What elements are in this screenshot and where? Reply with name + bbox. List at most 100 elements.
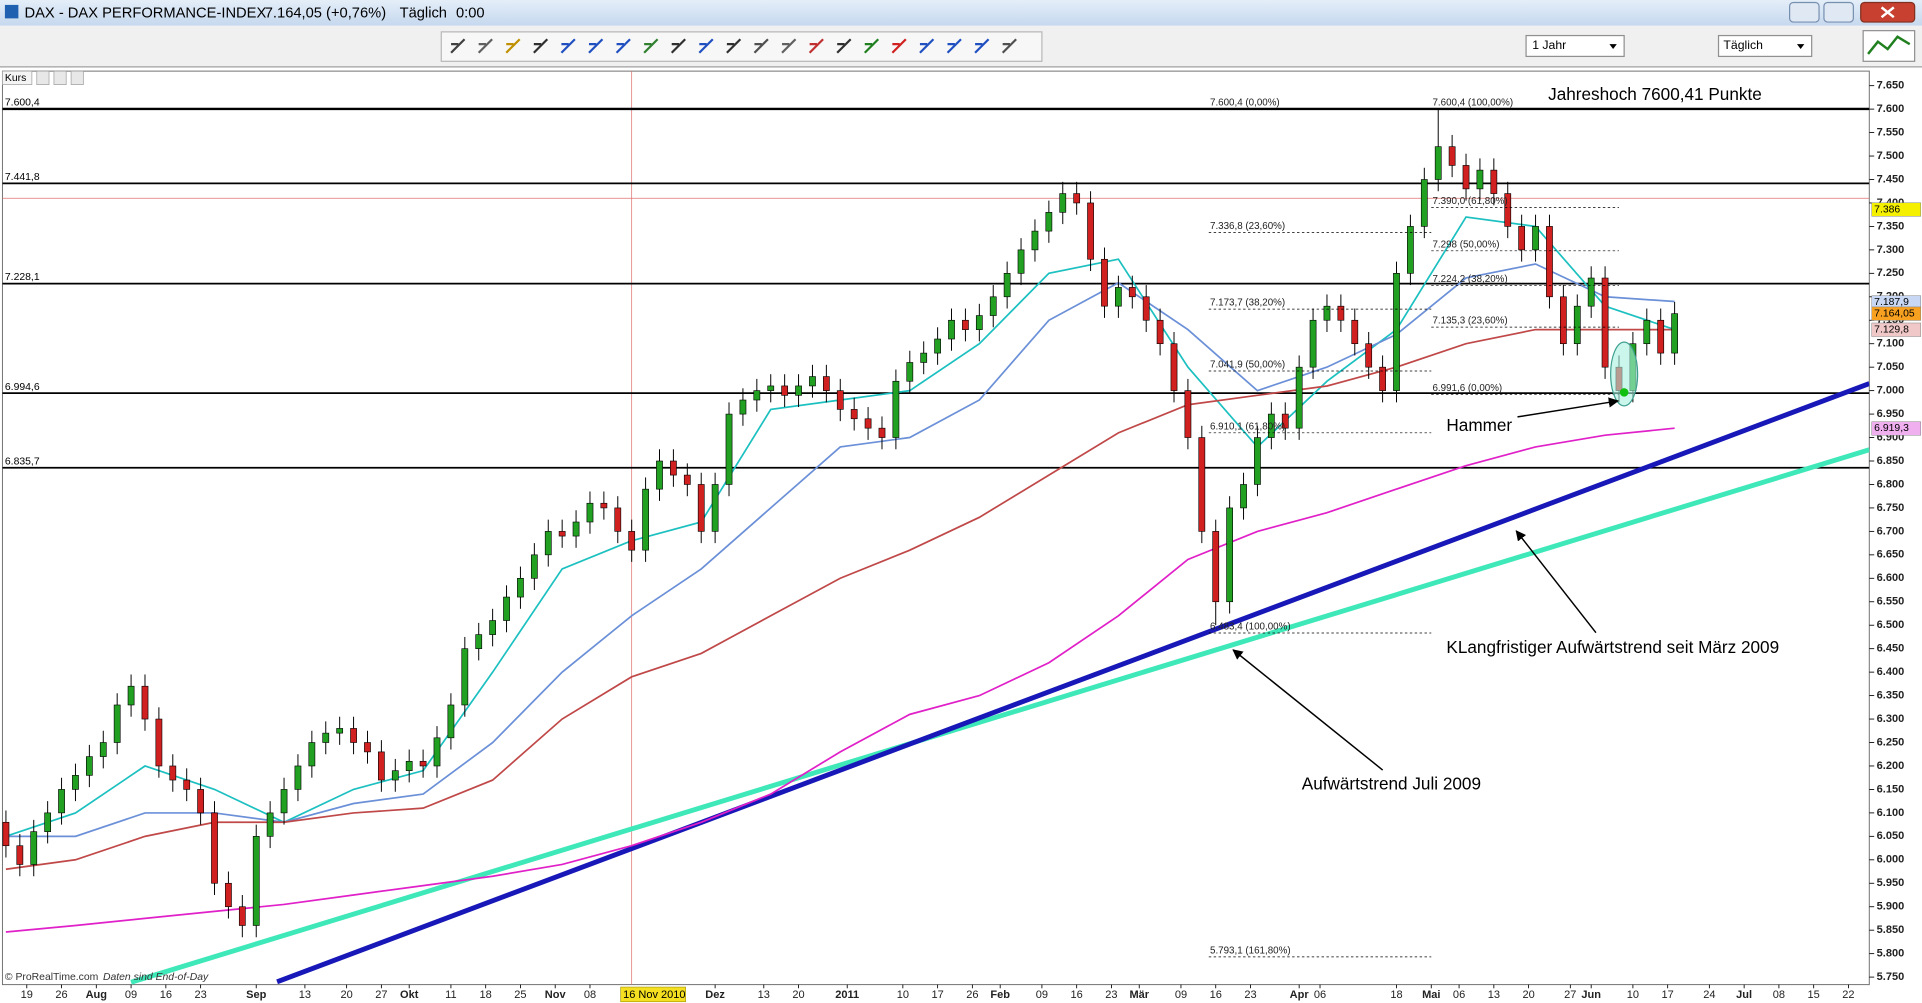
y-tick-label: 6.200 <box>1877 760 1905 772</box>
arrow <box>1232 649 1384 771</box>
x-tick-label: 16 <box>160 989 172 1001</box>
candle-body <box>642 488 649 551</box>
y-tick-label: 7.100 <box>1877 338 1905 350</box>
interval-select[interactable] <box>1717 34 1813 58</box>
candle-body <box>920 352 928 363</box>
x-tick-label: Dez <box>705 989 725 1001</box>
candle-body <box>280 789 288 814</box>
candle-body <box>517 577 524 598</box>
y-tick-label: 6.850 <box>1877 455 1905 467</box>
x-tick-label: 26 <box>966 989 978 1001</box>
x-tick-label: 22 <box>1842 989 1854 1001</box>
candle-body <box>739 399 747 415</box>
y-tick-label: 7.000 <box>1877 385 1905 397</box>
x-tick-label: Jul <box>1736 989 1752 1001</box>
candle-body <box>725 413 733 485</box>
candle-body <box>1295 366 1303 429</box>
candle-body <box>364 742 371 753</box>
candle-body <box>1559 296 1567 345</box>
tool-icon <box>615 38 631 54</box>
x-tick-label: 16 <box>1071 989 1083 1001</box>
dropdown-arrow <box>1609 44 1617 50</box>
candle-body <box>711 484 719 532</box>
restore-button[interactable] <box>1823 1 1854 23</box>
tool-icon <box>808 38 824 54</box>
trend-line <box>276 381 1870 985</box>
candle-body <box>419 760 427 767</box>
x-tick-label: 09 <box>125 989 137 1001</box>
x-tick-label: 27 <box>1564 989 1576 1001</box>
tool-icon <box>891 38 907 54</box>
tool-icon <box>974 38 990 54</box>
candle-body <box>378 751 385 781</box>
period-select[interactable] <box>1525 34 1625 58</box>
candle-body <box>836 390 844 410</box>
candle-body <box>753 390 761 401</box>
annotation: Jahreshoch 7600,41 Punkte <box>1548 84 1762 104</box>
x-tick-label: 24 <box>1703 989 1715 1001</box>
candle-body <box>1073 193 1081 204</box>
candle-body <box>1309 319 1317 368</box>
x-tick-label: 16 <box>1210 989 1222 1001</box>
x-tick-label: Mai <box>1422 989 1440 1001</box>
close-icon <box>1880 6 1895 19</box>
x-tick-label: 23 <box>1105 989 1117 1001</box>
x-tick-label: 15 <box>1808 989 1820 1001</box>
candle-body <box>2 821 10 847</box>
y-tick-label: 6.300 <box>1877 713 1905 725</box>
x-tick-label: 09 <box>1175 989 1187 1001</box>
candle-body <box>1476 169 1484 190</box>
tool-icon <box>919 38 935 54</box>
candle-body <box>795 385 802 396</box>
price-tag <box>1871 306 1922 321</box>
x-tick-label: Jun <box>1581 989 1601 1001</box>
candle-body <box>809 376 816 387</box>
y-tick-label: 6.550 <box>1877 596 1905 608</box>
candle-body <box>238 906 246 926</box>
panel-button[interactable] <box>70 70 84 85</box>
plot <box>2 71 1870 985</box>
panel-label-box <box>2 70 33 85</box>
candle-body <box>822 376 830 391</box>
candle-body <box>1518 226 1526 251</box>
annotation: Hammer <box>1446 415 1512 435</box>
candle-body <box>1532 226 1539 251</box>
x-tick-label: 06 <box>1314 989 1326 1001</box>
candle-body <box>1573 305 1581 345</box>
y-tick-label: 5.950 <box>1877 877 1905 889</box>
candle-body <box>1351 319 1359 345</box>
candle-body <box>155 718 163 767</box>
candle-body <box>72 775 79 790</box>
candle-body <box>322 732 330 743</box>
candle-body <box>1156 319 1164 345</box>
candle-body <box>433 737 441 767</box>
x-tick-label: Nov <box>545 989 567 1001</box>
x-tick-label: 23 <box>1244 989 1256 1001</box>
dropdown-arrow <box>1796 44 1805 50</box>
y-tick-label: 7.650 <box>1877 80 1905 92</box>
tool-icon <box>588 38 604 54</box>
candle-body <box>1240 484 1247 509</box>
price-tag <box>1871 202 1922 217</box>
window-title: DAX - DAX PERFORMANCE-INDEX <box>25 5 267 21</box>
chart-type-icon <box>1867 35 1911 55</box>
x-tick-label: 06 <box>1453 989 1465 1001</box>
y-tick-label: 6.250 <box>1877 736 1905 748</box>
candle-body <box>1031 230 1039 251</box>
tool-icon <box>753 38 769 54</box>
x-tick-label: 20 <box>340 989 352 1001</box>
panel-button[interactable] <box>36 70 50 85</box>
panel-button[interactable] <box>53 70 67 85</box>
minimize-button[interactable] <box>1789 1 1820 23</box>
y-tick-label: 6.450 <box>1877 643 1905 655</box>
candle-body <box>1490 169 1498 194</box>
candle-body <box>1337 305 1345 321</box>
price-tag-label: 7.187,9 <box>1874 297 1909 308</box>
candle-body <box>183 779 191 790</box>
tool-icon <box>781 38 797 54</box>
y-tick-label: 6.750 <box>1877 502 1905 514</box>
candle-body <box>628 531 636 551</box>
candle-body <box>169 765 177 781</box>
candle-body <box>850 409 858 420</box>
tool-icon <box>863 38 880 54</box>
